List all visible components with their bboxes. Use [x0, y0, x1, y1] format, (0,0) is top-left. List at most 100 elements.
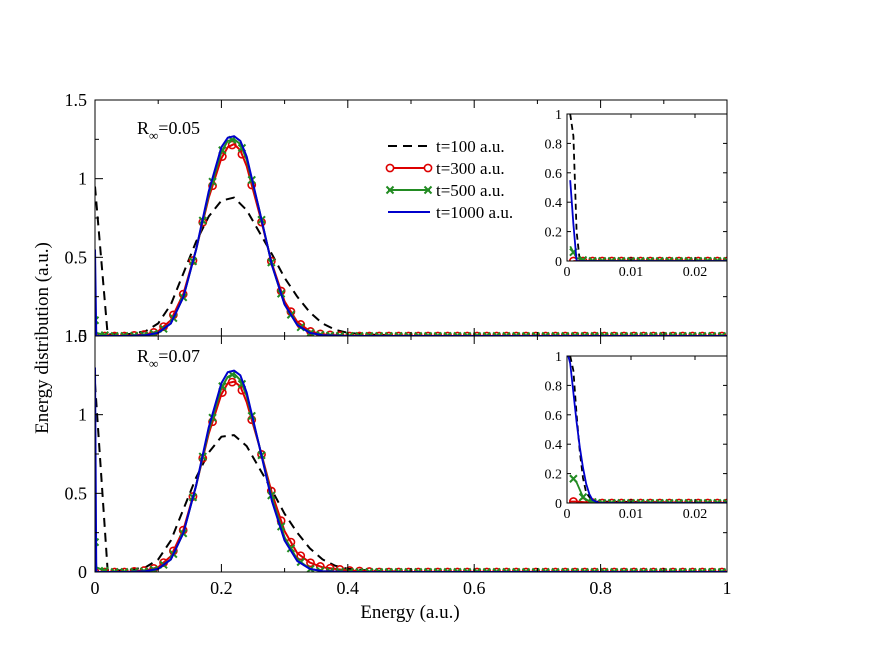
marker-x	[374, 567, 384, 572]
y-tick-label: 0.8	[545, 137, 563, 152]
marker-x	[472, 331, 482, 336]
marker-x	[636, 256, 645, 261]
y-tick-label: 0.5	[65, 247, 88, 267]
marker-circle	[658, 567, 668, 572]
marker-x	[521, 567, 531, 572]
y-tick-label: 0	[78, 326, 87, 346]
marker-circle	[453, 567, 462, 572]
marker-circle	[384, 567, 394, 572]
marker-x	[463, 567, 472, 572]
marker-x	[713, 256, 722, 261]
y-tick-label: 0.5	[65, 483, 88, 503]
marker-x	[578, 492, 588, 502]
marker-circle	[629, 567, 639, 572]
marker-circle	[551, 567, 560, 572]
marker-x	[561, 331, 570, 336]
marker-x	[110, 331, 119, 336]
y-tick-label: 1	[555, 108, 562, 123]
legend-label: t=500 a.u.	[436, 181, 505, 200]
marker-x	[717, 567, 727, 572]
marker-x	[693, 256, 703, 261]
marker-x	[492, 567, 501, 572]
marker-circle	[697, 567, 707, 572]
x-tick-label: 0.01	[619, 507, 644, 522]
marker-circle	[296, 551, 306, 561]
marker-circle	[678, 567, 688, 572]
marker-x	[688, 567, 697, 572]
marker-circle	[100, 567, 110, 572]
marker-circle	[404, 567, 413, 572]
x-tick-label: 0.01	[619, 265, 644, 280]
marker-circle	[590, 567, 599, 572]
legend-entry: t=1000 a.u.	[388, 203, 513, 222]
marker-x	[453, 567, 462, 572]
marker-x	[578, 255, 588, 261]
x-tick-label: 0	[564, 507, 571, 522]
x-tick-label: 0.8	[589, 578, 612, 598]
panel-top-inset: 0 0.01 0.02 0 0.2 0.4 0.6 0.8 1	[545, 108, 728, 280]
marker-x	[95, 316, 100, 325]
marker-x	[722, 256, 727, 261]
marker-x	[626, 498, 636, 503]
marker-x	[658, 567, 668, 572]
y-tick-label: 0.8	[545, 379, 563, 394]
inset-background	[567, 356, 727, 503]
marker-x	[626, 256, 636, 261]
marker-x	[453, 331, 462, 336]
y-tick-label: 0	[555, 497, 562, 512]
legend-label: t=1000 a.u.	[436, 203, 513, 222]
plot-area	[567, 355, 727, 503]
marker-x	[609, 567, 619, 572]
marker-x	[110, 567, 119, 572]
marker-x	[649, 331, 658, 336]
marker-x	[433, 567, 443, 572]
marker-x	[698, 567, 707, 572]
x-tick-label: 0.4	[337, 578, 360, 598]
panel-annotation: R∞=0.07	[137, 346, 200, 371]
marker-x	[561, 567, 570, 572]
legend: t=100 a.u. t=300 a.u. t=500 a.u. t=1000 a.u…	[385, 137, 513, 222]
x-tick-label: 0.02	[683, 507, 708, 522]
marker-x	[607, 256, 617, 261]
marker-x	[472, 567, 482, 572]
marker-circle	[541, 567, 551, 572]
marker-x	[678, 567, 687, 572]
y-tick-label: 0.4	[545, 196, 563, 211]
x-tick-label: 0.6	[463, 578, 486, 598]
marker-circle	[707, 567, 717, 572]
marker-x	[443, 567, 452, 572]
marker-x	[570, 567, 580, 572]
marker-x	[639, 331, 648, 336]
marker-x	[384, 567, 394, 572]
y-tick-label: 0	[78, 562, 87, 582]
marker-circle	[619, 567, 629, 572]
marker-circle	[599, 567, 609, 572]
marker-x	[707, 567, 717, 572]
marker-x	[607, 498, 617, 503]
y-tick-label: 0.2	[545, 226, 563, 241]
marker-x	[551, 567, 560, 572]
y-tick-label: 1	[78, 405, 87, 425]
marker-x	[693, 498, 703, 503]
marker-x	[384, 331, 394, 336]
marker-x	[703, 498, 713, 503]
series-line-t-1000-a-u-	[567, 355, 727, 503]
marker-x	[492, 331, 501, 336]
legend-entry: t=500 a.u.	[385, 181, 505, 200]
marker-x	[374, 331, 384, 336]
y-tick-label: 0.6	[545, 409, 563, 424]
y-tick-label: 0.4	[545, 438, 563, 453]
marker-x	[502, 331, 511, 336]
marker-x	[590, 567, 599, 572]
marker-circle	[492, 567, 502, 572]
marker-x	[482, 567, 492, 572]
x-tick-label: 0	[564, 265, 571, 280]
marker-x	[645, 498, 655, 503]
marker-x	[423, 567, 433, 572]
marker-circle	[413, 567, 423, 572]
y-tick-label: 1.5	[65, 326, 88, 346]
marker-x	[722, 498, 727, 503]
marker-circle	[227, 377, 237, 387]
marker-x	[512, 331, 521, 336]
